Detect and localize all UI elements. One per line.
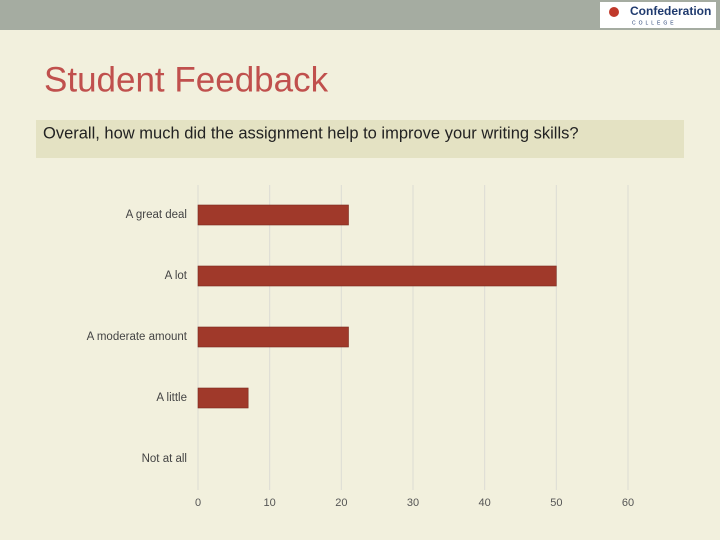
x-tick-label: 30 xyxy=(407,497,419,509)
y-tick-label: Not at all xyxy=(142,453,187,465)
y-tick-label: A great deal xyxy=(126,209,187,221)
y-tick-label: A little xyxy=(156,392,187,404)
x-tick-label: 10 xyxy=(264,497,276,509)
bar xyxy=(197,387,249,409)
bar xyxy=(197,265,557,287)
plot: 0 10 20 30 40 50 60 A great deal A lot A moderate… xyxy=(87,185,634,509)
bar xyxy=(197,326,349,348)
y-tick-label: A moderate amount xyxy=(87,331,188,343)
subtitle: Overall, how much did the assignment hel… xyxy=(43,124,579,142)
x-tick-label: 20 xyxy=(335,497,347,509)
y-tick-label: A lot xyxy=(165,270,188,282)
x-tick-label: 50 xyxy=(550,497,562,509)
slide-title: Student Feedback xyxy=(44,60,329,99)
x-tick-label: 60 xyxy=(622,497,634,509)
logo-box xyxy=(600,2,716,28)
logo-icon xyxy=(609,7,619,17)
x-tick-label: 40 xyxy=(479,497,491,509)
subtitle-box xyxy=(36,120,684,158)
logo-name: Confederation xyxy=(630,4,711,18)
logo-sub: COLLEGE xyxy=(632,20,677,26)
bar xyxy=(197,204,349,226)
x-tick-label: 0 xyxy=(195,497,201,509)
